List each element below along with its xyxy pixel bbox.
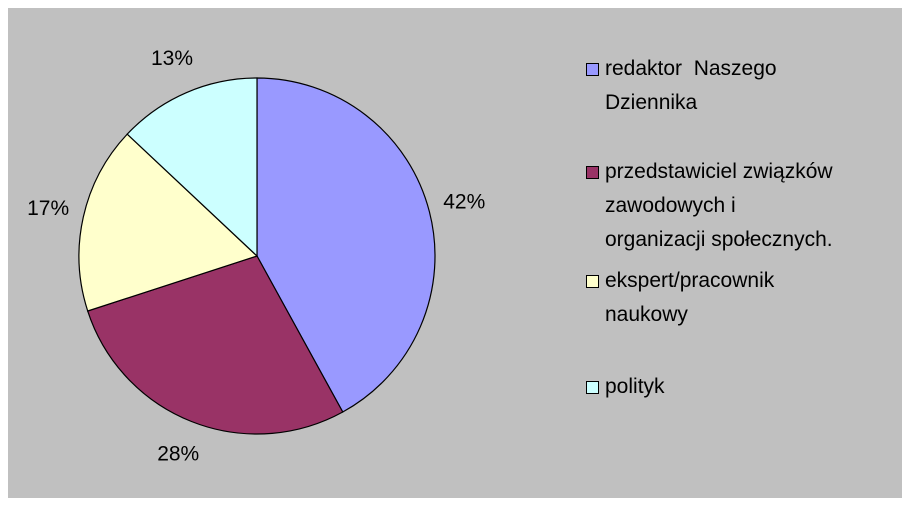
data-label: 28% xyxy=(157,443,199,466)
pie-slice xyxy=(78,133,259,312)
legend-swatch xyxy=(586,381,599,394)
pie-slice xyxy=(126,77,258,258)
legend-swatch xyxy=(586,166,599,179)
legend-swatch xyxy=(586,63,599,76)
legend-label: redaktor Naszego Dziennika xyxy=(605,57,777,114)
legend-label: ekspert/pracownik naukowy xyxy=(605,269,775,326)
data-label: 17% xyxy=(27,197,69,220)
data-label: 13% xyxy=(151,47,193,70)
pie-slice xyxy=(256,77,436,413)
legend-label: polityk xyxy=(605,375,665,398)
legend-label: przedstawiciel związków zawodowych i org… xyxy=(605,160,833,251)
legend-swatch xyxy=(586,275,599,288)
data-label: 42% xyxy=(443,190,485,213)
pie-slice xyxy=(86,255,344,435)
